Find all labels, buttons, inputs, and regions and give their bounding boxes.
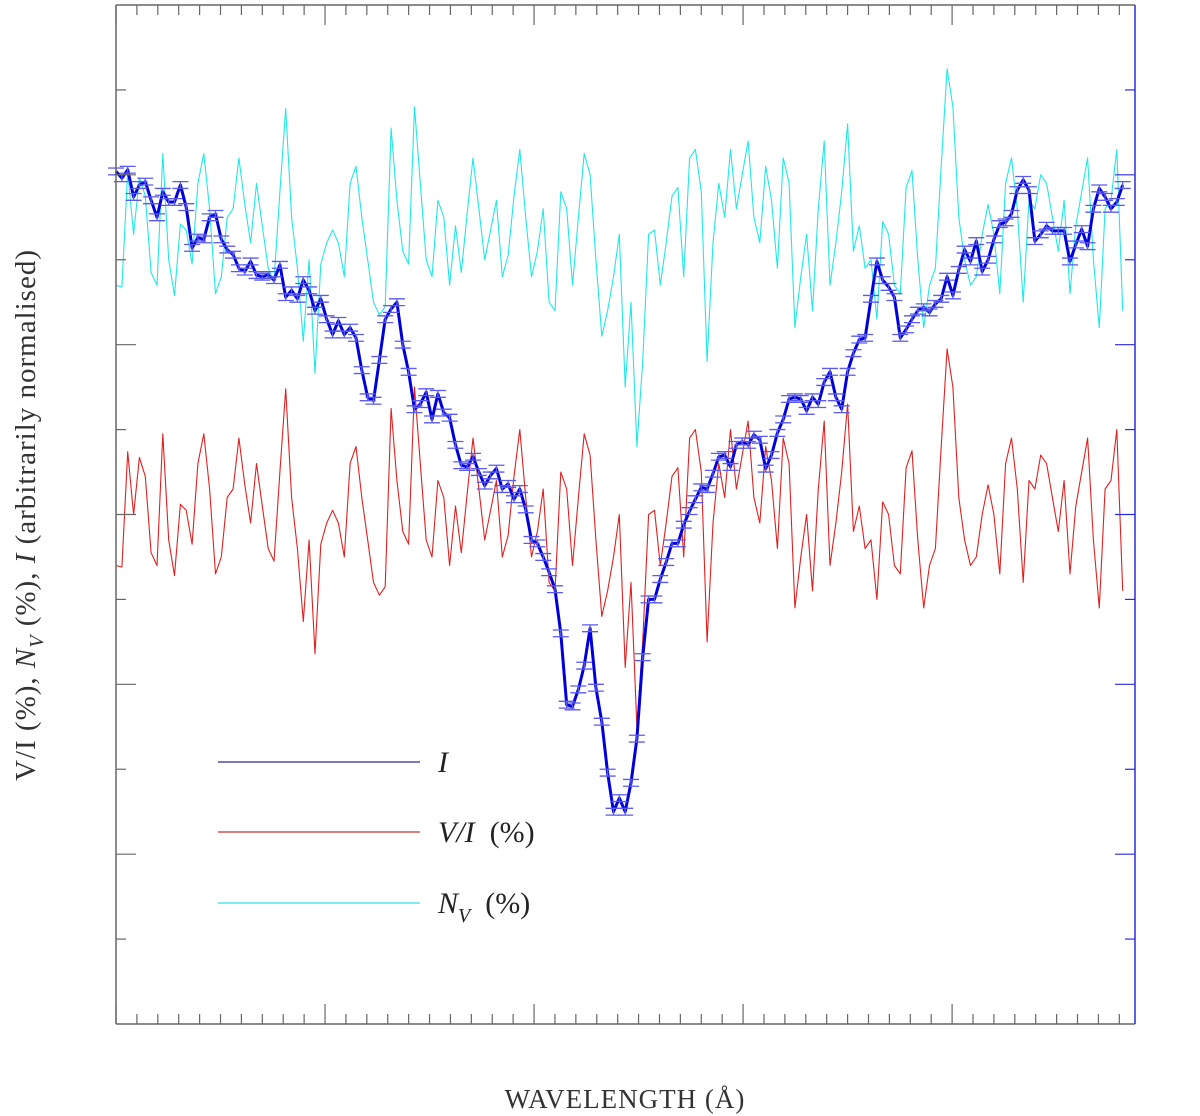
legend-label-I: I — [437, 746, 450, 779]
legend-label-sub: V — [458, 905, 473, 927]
series-layer — [108, 68, 1131, 816]
y-label-part: (%), — [10, 563, 42, 634]
legend-label-rest: (%) — [470, 887, 530, 920]
legend-label-V: V/I (%) — [438, 816, 535, 849]
y-label-part: N — [10, 647, 42, 669]
y-label-sub: V — [26, 633, 48, 648]
y-label-part: (arbitrarily normalised) — [10, 249, 42, 553]
legend-label-rest: (%) — [475, 816, 535, 849]
series-line-N — [115, 68, 1124, 448]
series-line-V — [115, 348, 1124, 728]
legend-label-main: I — [437, 746, 450, 779]
axes-layer — [115, 4, 1136, 1025]
legend-label-main: N — [437, 887, 460, 920]
series-line-I — [114, 168, 1125, 814]
y-label-part: I — [10, 552, 42, 564]
x-axis-label: WAVELENGTH (Å) — [505, 1084, 746, 1114]
y-label-part: V/I (%), — [10, 668, 42, 781]
y-axis-label: V/I (%), NV (%), I (arbitrarily normalis… — [10, 249, 48, 781]
legend-label-main: V/I — [438, 816, 477, 849]
legend: IV/I (%)NV (%) — [218, 746, 535, 927]
legend-label-N: NV (%) — [437, 887, 530, 927]
